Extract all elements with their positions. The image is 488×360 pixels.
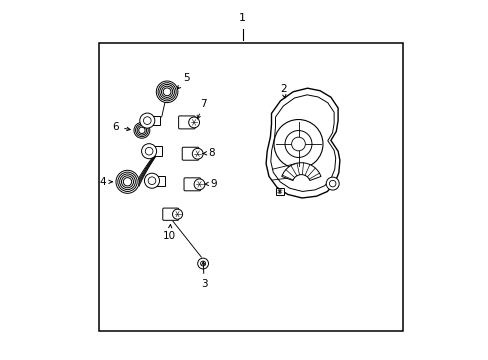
Circle shape	[123, 177, 131, 186]
Text: 4: 4	[99, 177, 112, 187]
Text: 2: 2	[279, 84, 286, 98]
Circle shape	[142, 144, 156, 159]
Circle shape	[156, 81, 178, 103]
Circle shape	[143, 117, 151, 125]
Circle shape	[200, 261, 205, 266]
Bar	[147, 116, 160, 125]
Circle shape	[194, 179, 204, 190]
Circle shape	[273, 120, 322, 168]
Circle shape	[137, 126, 146, 135]
Circle shape	[188, 117, 199, 128]
Text: 5: 5	[177, 73, 189, 89]
Text: 1: 1	[239, 13, 245, 23]
Circle shape	[120, 174, 135, 190]
Bar	[149, 147, 162, 156]
Bar	[152, 176, 164, 185]
FancyBboxPatch shape	[163, 208, 178, 220]
FancyBboxPatch shape	[182, 147, 199, 160]
Text: 3: 3	[201, 262, 207, 289]
Circle shape	[144, 173, 159, 188]
Polygon shape	[270, 95, 335, 192]
Text: 8: 8	[203, 148, 215, 158]
Circle shape	[325, 177, 339, 190]
Circle shape	[161, 86, 172, 98]
Circle shape	[291, 137, 305, 151]
Circle shape	[160, 85, 174, 99]
Circle shape	[285, 131, 311, 157]
Text: 9: 9	[204, 179, 217, 189]
Circle shape	[140, 113, 155, 128]
Circle shape	[172, 209, 182, 219]
Circle shape	[121, 176, 133, 188]
Circle shape	[116, 170, 139, 193]
Text: 7: 7	[197, 99, 207, 119]
Text: 6: 6	[112, 122, 130, 132]
Circle shape	[118, 172, 137, 192]
Text: 10: 10	[163, 225, 176, 241]
Circle shape	[134, 122, 149, 138]
Wedge shape	[281, 163, 320, 180]
Circle shape	[139, 127, 145, 134]
Circle shape	[158, 83, 176, 101]
FancyBboxPatch shape	[178, 116, 195, 129]
Polygon shape	[265, 88, 339, 198]
Circle shape	[145, 147, 153, 155]
Circle shape	[197, 258, 208, 269]
Circle shape	[135, 124, 148, 137]
Bar	[99, 43, 402, 331]
Circle shape	[192, 148, 203, 159]
Circle shape	[163, 88, 171, 96]
FancyBboxPatch shape	[183, 178, 200, 191]
Circle shape	[148, 177, 156, 185]
Circle shape	[329, 180, 335, 187]
Bar	[275, 188, 283, 195]
